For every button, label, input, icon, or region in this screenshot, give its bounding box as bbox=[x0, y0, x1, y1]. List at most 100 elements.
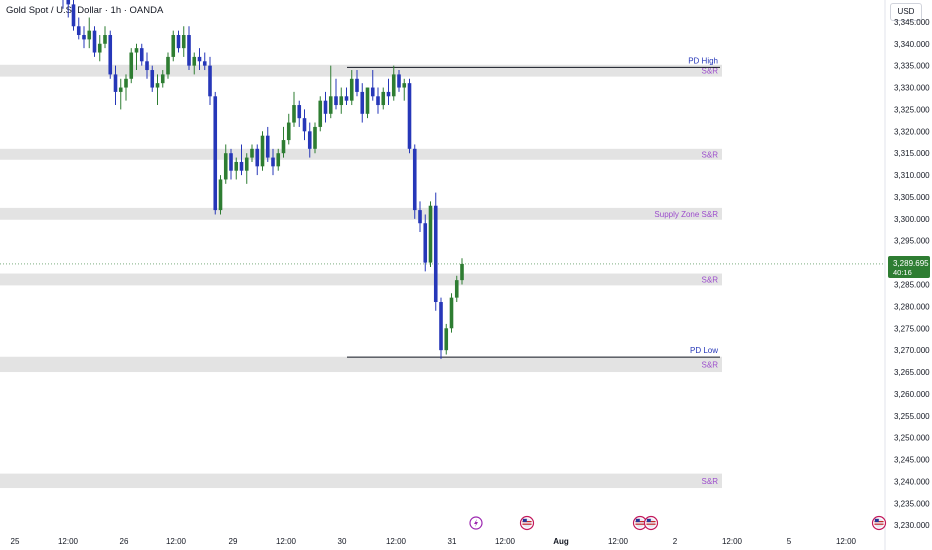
zone-label: S&R bbox=[702, 67, 719, 76]
candle-body bbox=[376, 96, 380, 106]
y-tick-label: 3,245.000 bbox=[894, 456, 930, 465]
candle-body bbox=[355, 78, 359, 92]
candle-body bbox=[386, 91, 391, 97]
x-tick-label: 12:00 bbox=[386, 537, 407, 546]
price-tag-value: 3,289.695 bbox=[893, 259, 929, 268]
x-tick-label: Aug bbox=[553, 537, 569, 546]
y-tick-label: 3,275.000 bbox=[894, 324, 930, 333]
candle-body bbox=[433, 205, 438, 303]
flag-canton bbox=[635, 518, 640, 522]
candle-body bbox=[271, 157, 275, 167]
x-tick-label: 29 bbox=[229, 537, 238, 546]
y-tick-label: 3,235.000 bbox=[894, 499, 930, 508]
candle-body bbox=[349, 78, 354, 101]
candle-body bbox=[118, 87, 123, 92]
candle-body bbox=[381, 91, 386, 106]
candle-body bbox=[391, 74, 396, 97]
candle-body bbox=[145, 61, 149, 71]
zone-band bbox=[0, 356, 722, 373]
x-tick-label: 12:00 bbox=[495, 537, 516, 546]
x-tick-label: 12:00 bbox=[722, 537, 743, 546]
y-tick-label: 3,345.000 bbox=[894, 18, 930, 27]
candle-body bbox=[428, 205, 433, 263]
candle-body bbox=[307, 131, 312, 149]
candle-body bbox=[208, 65, 212, 97]
x-tick-label: 12:00 bbox=[58, 537, 79, 546]
candle-body bbox=[297, 105, 302, 119]
candle-body bbox=[402, 83, 407, 88]
level-label: PD High bbox=[688, 56, 718, 65]
y-tick-label: 3,260.000 bbox=[894, 390, 930, 399]
x-tick-label: 25 bbox=[11, 537, 20, 546]
y-tick-label: 3,310.000 bbox=[894, 171, 930, 180]
candle-body bbox=[407, 83, 412, 149]
candle-body bbox=[344, 96, 349, 101]
y-tick-label: 3,270.000 bbox=[894, 346, 930, 355]
candle-body bbox=[454, 280, 459, 298]
candle-body bbox=[281, 140, 286, 154]
zone-band bbox=[0, 207, 722, 220]
candle-body bbox=[255, 148, 260, 167]
candle-body bbox=[166, 56, 170, 75]
candle-body bbox=[97, 43, 102, 53]
zone-label: S&R bbox=[702, 275, 719, 284]
candle-body bbox=[449, 297, 454, 329]
y-tick-label: 3,240.000 bbox=[894, 477, 930, 486]
zone-band bbox=[0, 148, 722, 160]
candle-body bbox=[323, 100, 328, 114]
zone-label: S&R bbox=[702, 150, 719, 159]
candle-body bbox=[218, 179, 223, 211]
candle-body bbox=[92, 30, 97, 53]
y-tick-label: 3,330.000 bbox=[894, 84, 930, 93]
x-tick-label: 12:00 bbox=[276, 537, 297, 546]
candle-body bbox=[124, 78, 128, 88]
zone-label: S&R bbox=[702, 360, 719, 369]
y-tick-label: 3,285.000 bbox=[894, 281, 930, 290]
y-tick-label: 3,300.000 bbox=[894, 215, 930, 224]
candle-body bbox=[192, 56, 197, 66]
candle-body bbox=[139, 48, 144, 62]
candle-body bbox=[360, 91, 365, 114]
candle-body bbox=[87, 30, 92, 40]
candle-body bbox=[412, 148, 417, 211]
currency-button[interactable]: USD bbox=[890, 3, 922, 21]
candle-body bbox=[418, 210, 422, 224]
zone-label: S&R bbox=[702, 477, 719, 486]
y-tick-label: 3,255.000 bbox=[894, 412, 930, 421]
candle-body bbox=[229, 153, 233, 171]
candle-body bbox=[318, 100, 323, 127]
candle-body bbox=[76, 26, 81, 36]
candle-body bbox=[82, 35, 86, 40]
flag-stripe bbox=[874, 521, 884, 523]
flag-stripe bbox=[874, 523, 884, 525]
candle-body bbox=[286, 122, 291, 141]
candle-body bbox=[176, 35, 181, 49]
price-tag bbox=[888, 255, 930, 278]
candle-body bbox=[103, 35, 107, 44]
flag-stripe bbox=[522, 521, 532, 523]
candle-body bbox=[181, 35, 186, 49]
candle-body bbox=[265, 135, 270, 158]
x-tick-label: 26 bbox=[120, 537, 129, 546]
candle-body bbox=[234, 161, 239, 171]
candle-body bbox=[370, 87, 375, 97]
y-tick-label: 3,250.000 bbox=[894, 434, 930, 443]
candle-body bbox=[460, 263, 464, 281]
flag-canton bbox=[874, 518, 879, 522]
candle-body bbox=[439, 302, 443, 351]
candle-body bbox=[213, 96, 218, 211]
candle-body bbox=[239, 161, 244, 171]
zone-band bbox=[0, 473, 722, 489]
flag-canton bbox=[646, 518, 651, 522]
x-tick-label: 2 bbox=[673, 537, 678, 546]
price-tag-countdown: 40:16 bbox=[893, 268, 912, 277]
zone-band bbox=[0, 64, 722, 77]
y-tick-label: 3,295.000 bbox=[894, 237, 930, 246]
y-tick-label: 3,325.000 bbox=[894, 105, 930, 114]
candle-body bbox=[276, 153, 281, 167]
candle-body bbox=[129, 52, 134, 79]
x-tick-label: 31 bbox=[448, 537, 457, 546]
flag-stripe bbox=[646, 521, 656, 523]
candle-body bbox=[444, 328, 449, 351]
